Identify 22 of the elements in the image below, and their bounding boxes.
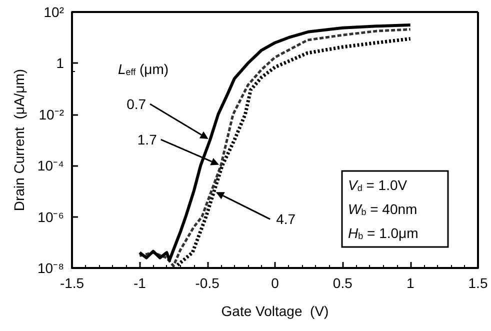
x-axis-title: Gate Voltage (V): [221, 303, 329, 319]
x-tick-label: 1.5: [468, 275, 488, 291]
y-tick-label: 10⁻⁴: [37, 158, 64, 174]
x-tick-label: -1.5: [60, 275, 84, 291]
x-tick-label: -1: [133, 275, 146, 291]
legend-title: Leff (μm): [118, 61, 169, 77]
y-tick-label: 1: [56, 55, 64, 72]
y-tick-label: 10⁻²: [38, 106, 64, 122]
y-axis-title: Drain Current (μA/μm): [11, 68, 27, 212]
annotation: 4.7: [276, 211, 296, 228]
x-tick-label: 0: [271, 275, 280, 291]
x-tick-label: 0.5: [332, 275, 353, 291]
annotation: 0.7: [126, 96, 146, 112]
annotation: Wb = 40nm: [348, 201, 418, 217]
y-tick-label: 10²: [44, 4, 64, 20]
y-tick-label: 10⁻⁸: [38, 260, 64, 276]
x-tick-label: 1: [406, 275, 414, 291]
annotation: Vd = 1.0V: [348, 177, 408, 193]
y-tick-label: 10⁻⁶: [38, 208, 64, 225]
annotation: Hb = 1.0μm: [348, 225, 418, 241]
x-tick-label: -0.5: [195, 275, 220, 291]
annotation: 1.7: [137, 132, 158, 148]
